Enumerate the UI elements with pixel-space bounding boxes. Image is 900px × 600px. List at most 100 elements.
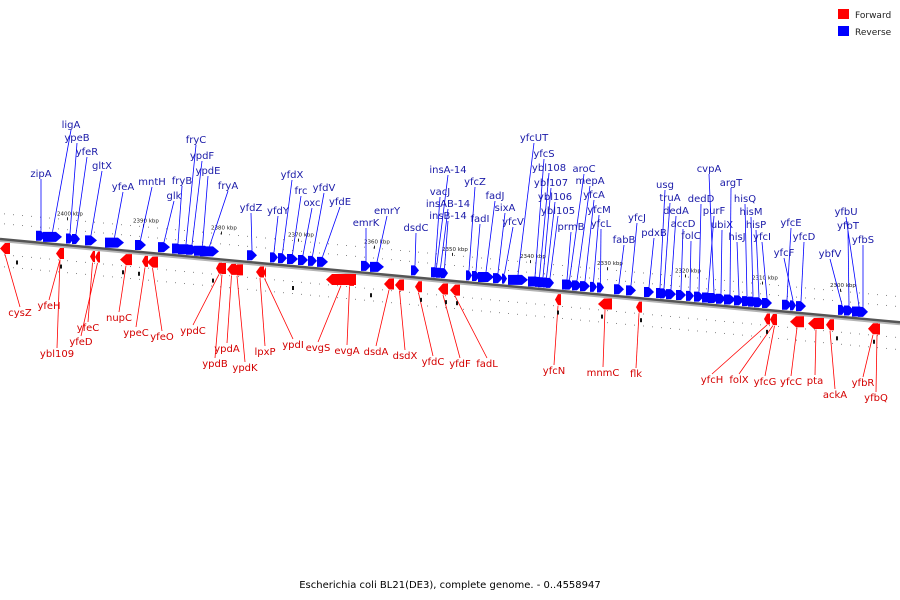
guide-dot — [589, 308, 590, 310]
gene-leader-line — [546, 201, 556, 278]
guide-dot — [535, 262, 536, 264]
reverse-gene-glk: glk — [158, 191, 182, 253]
guide-dot — [229, 234, 230, 236]
gene-arrow — [105, 237, 124, 248]
guide-dot — [850, 344, 851, 346]
guide-dot — [814, 329, 815, 331]
reverse-gene-yfbS: yfbS — [852, 235, 874, 317]
guide-dot — [256, 246, 257, 248]
guide-dot — [472, 256, 473, 258]
guide-dot — [265, 247, 266, 249]
reverse-gene-yfdV: yfdV — [308, 183, 335, 266]
guide-dot — [877, 335, 878, 337]
guide-dot — [841, 300, 842, 302]
forward-gene-ypdC: ypdC — [180, 262, 222, 337]
gene-leader-line — [442, 294, 461, 359]
gene-leader-line — [152, 268, 163, 332]
forward-genes: cysZ yfeH ybl109 yfeC yfeD nupC ypeC yfeO ypdC yp… — [0, 242, 888, 404]
guide-dot — [832, 299, 833, 301]
guide-dot — [760, 283, 761, 285]
gene-leader-line — [875, 335, 878, 393]
guide-dot — [508, 259, 509, 261]
reverse-gene-yfcV: yfcV — [502, 217, 524, 284]
guide-dot — [301, 293, 302, 295]
gene-arrow — [666, 289, 676, 300]
gene-arrow — [147, 256, 158, 268]
gene-label: gltX — [92, 161, 112, 172]
gene-label: truA — [659, 193, 680, 204]
gene-arrow — [270, 252, 278, 263]
guide-dot — [337, 297, 338, 299]
guide-dot — [886, 294, 887, 296]
guide-dot — [220, 233, 221, 235]
guide-dot — [247, 276, 248, 278]
reverse-gene-folC: folC — [681, 231, 701, 301]
guide-dot — [274, 279, 275, 281]
guide-dot — [778, 337, 779, 339]
guide-dot — [49, 258, 50, 260]
reverse-gene-yfeA: yfeA — [105, 182, 134, 248]
reverse-gene-zipA: zipA — [30, 169, 52, 241]
guide-dot — [157, 227, 158, 229]
guide-dot — [175, 229, 176, 231]
reverse-gene-yfcM: yfcM — [587, 205, 611, 292]
feature-tick — [873, 339, 875, 344]
guide-dot — [229, 275, 230, 277]
guide-dot — [724, 332, 725, 334]
guide-dot — [211, 232, 212, 234]
forward-gene-pta: pta — [807, 317, 824, 387]
guide-dot — [598, 321, 599, 323]
gene-label: prmB — [558, 222, 585, 233]
guide-dot — [247, 288, 248, 290]
gene-label: ypeB — [64, 133, 89, 144]
gene-arrow — [370, 261, 384, 272]
gene-leader-line — [764, 325, 775, 377]
guide-dot — [544, 316, 545, 318]
gene-arrow — [598, 298, 612, 310]
gene-leader-line — [618, 244, 625, 285]
gene-leader-line — [553, 305, 559, 366]
gene-label: dsdA — [364, 347, 389, 358]
gene-arrow — [626, 285, 636, 296]
guide-dot — [139, 225, 140, 227]
forward-gene-mnmC: mnmC — [587, 298, 619, 379]
guide-dot — [625, 270, 626, 272]
gene-arrow — [796, 301, 806, 312]
guide-dot — [616, 269, 617, 271]
guide-dot — [382, 258, 383, 260]
guide-dot — [580, 319, 581, 321]
guide-dot — [355, 255, 356, 257]
reverse-gene-yfcZ: yfcZ — [464, 177, 486, 281]
feature-tick — [60, 264, 62, 269]
guide-dot — [13, 267, 14, 269]
reverse-gene-emrK: emrK — [353, 218, 380, 271]
reverse-gene-yfcI: yfcI — [753, 232, 772, 308]
reverse-gene-dsdC: dsdC — [404, 223, 428, 276]
guide-dot — [508, 269, 509, 271]
gene-label: frc — [295, 186, 308, 197]
guide-dot — [805, 340, 806, 342]
guide-dot — [499, 312, 500, 314]
gene-leader-line — [600, 228, 602, 283]
guide-dot — [94, 231, 95, 233]
forward-gene-dsdX: dsdX — [393, 279, 418, 362]
gene-leader-line — [192, 274, 220, 326]
guide-dot — [292, 250, 293, 252]
gene-arrow — [562, 279, 572, 290]
gene-arrow — [502, 273, 507, 284]
guide-dot — [778, 284, 779, 286]
guide-dot — [868, 334, 869, 336]
guide-dot — [121, 234, 122, 236]
gene-leader-line — [434, 196, 441, 268]
guide-dot — [112, 233, 113, 235]
scale-tick — [221, 231, 222, 235]
reverse-gene-hisJ: hisJ — [728, 232, 746, 306]
gene-arrow — [874, 323, 880, 335]
guide-dot — [481, 257, 482, 259]
guide-dot — [526, 271, 527, 273]
guide-dot — [22, 268, 23, 270]
guide-dot — [121, 224, 122, 226]
gene-label: folX — [729, 375, 748, 386]
gene-leader-line — [440, 208, 449, 268]
gene-arrow — [361, 260, 371, 271]
